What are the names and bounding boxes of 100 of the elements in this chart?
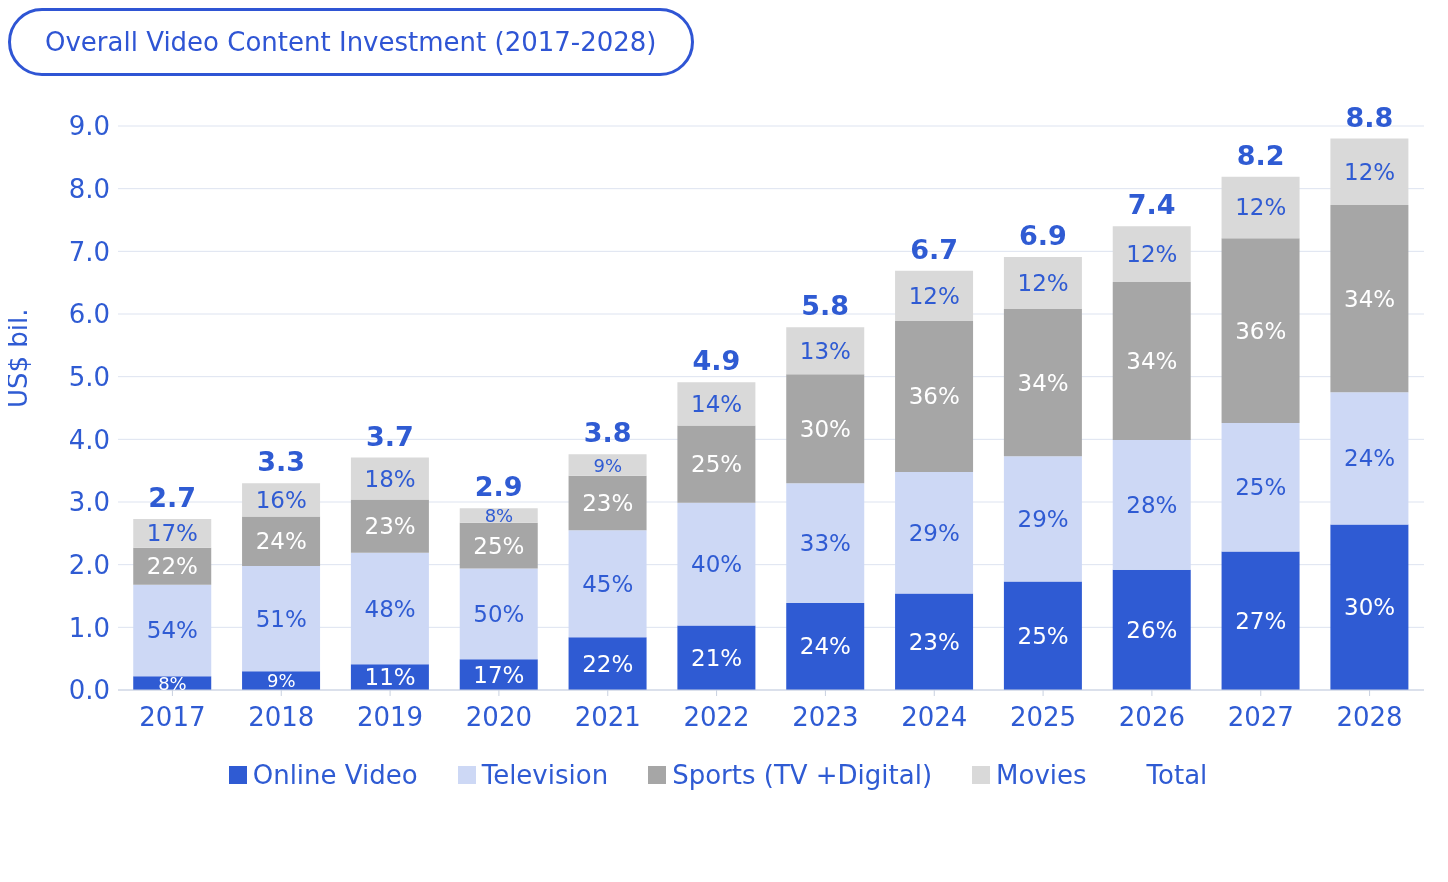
bar xyxy=(1003,456,1082,582)
total-label: 8.2 xyxy=(1236,139,1285,171)
total-label: 6.9 xyxy=(1018,219,1067,251)
annotation: 40% xyxy=(691,551,743,578)
legend-label: Movies xyxy=(996,760,1087,790)
y-tick-label: 6.0 xyxy=(68,299,110,330)
y-tick-label: 0.0 xyxy=(68,675,110,706)
annotation: 16% xyxy=(255,486,307,513)
bar xyxy=(677,425,756,503)
bar xyxy=(1112,439,1191,570)
annotation: 34% xyxy=(1126,348,1178,374)
bar xyxy=(1221,423,1300,552)
annotation: 12% xyxy=(1344,158,1396,185)
annotation: 34% xyxy=(1344,285,1396,312)
bar xyxy=(1330,138,1409,205)
annotation: 51% xyxy=(255,605,307,632)
legend-label: Television xyxy=(481,760,609,790)
annotation: 14% xyxy=(691,390,743,417)
bar xyxy=(568,454,647,476)
annotation: 17% xyxy=(473,661,525,688)
annotation: 36% xyxy=(1235,317,1287,344)
bar xyxy=(677,625,756,690)
y-tick-label: 2.0 xyxy=(68,549,110,580)
annotation: 25% xyxy=(473,532,525,559)
bar xyxy=(568,530,647,638)
bar xyxy=(895,471,974,594)
x-tick-label: 2024 xyxy=(901,702,968,733)
bar xyxy=(242,565,321,672)
annotation: 18% xyxy=(364,465,416,492)
bar xyxy=(568,637,647,690)
total-label: 3.7 xyxy=(365,420,414,452)
annotation: 25% xyxy=(691,451,743,478)
bar xyxy=(1330,524,1409,690)
annotation: 22% xyxy=(582,650,634,677)
annotation: 29% xyxy=(1017,505,1069,532)
annotation: 9% xyxy=(266,670,296,692)
total-label: 7.4 xyxy=(1127,189,1176,221)
y-tick-label: 4.0 xyxy=(68,424,110,455)
bar xyxy=(786,327,865,375)
annotation: 12% xyxy=(1235,194,1287,221)
annotation: 30% xyxy=(1344,594,1396,621)
annotation: 12% xyxy=(1126,241,1178,268)
bar xyxy=(459,568,538,660)
bar xyxy=(895,270,974,321)
total-label: 2.7 xyxy=(148,481,197,513)
x-tick-label: 2025 xyxy=(1010,702,1077,733)
annotation: 26% xyxy=(1126,616,1178,643)
bar xyxy=(1112,282,1191,440)
bar xyxy=(1221,176,1300,239)
total-label: 6.7 xyxy=(910,233,958,265)
annotation: 24% xyxy=(255,528,307,555)
annotation: 8% xyxy=(158,672,187,694)
annotation: 23% xyxy=(908,628,960,655)
bar xyxy=(1330,204,1409,393)
x-tick-label: 2020 xyxy=(465,702,532,733)
annotation: 30% xyxy=(799,415,851,442)
total-label: 3.8 xyxy=(583,417,632,449)
bar xyxy=(895,320,974,472)
annotation: 28% xyxy=(1126,491,1178,518)
annotation: 12% xyxy=(908,282,960,309)
y-tick-label: 3.0 xyxy=(68,487,110,518)
x-tick-label: 2023 xyxy=(792,702,859,733)
chart-title: Overall Video Content Investment (2017-2028) xyxy=(8,8,694,76)
annotation: 48% xyxy=(364,595,416,622)
bar xyxy=(677,382,756,426)
bar xyxy=(1221,551,1300,690)
total-label: 5.8 xyxy=(801,290,850,322)
annotation: 34% xyxy=(1017,369,1069,396)
x-tick-label: 2018 xyxy=(248,702,315,733)
x-tick-label: 2021 xyxy=(574,702,641,733)
y-axis-title: US$ bil. xyxy=(3,308,34,408)
legend-label: Sports (TV +Digital) xyxy=(672,760,933,790)
annotation: 33% xyxy=(799,530,851,557)
bar xyxy=(568,475,647,531)
bar xyxy=(677,502,756,626)
annotation: 25% xyxy=(1235,474,1287,501)
bar xyxy=(1003,581,1082,690)
bar xyxy=(133,584,212,677)
bar xyxy=(786,483,865,603)
y-tick-label: 8.0 xyxy=(68,173,110,204)
annotation: 12% xyxy=(1017,269,1069,296)
annotation: 29% xyxy=(908,519,960,546)
annotation: 21% xyxy=(691,644,743,671)
annotation: 24% xyxy=(1344,445,1396,472)
bar xyxy=(1003,308,1082,457)
annotation: 17% xyxy=(146,520,198,547)
annotation: 9% xyxy=(593,454,623,476)
annotation: 11% xyxy=(364,664,416,691)
annotation: 54% xyxy=(146,617,198,644)
annotation: 8% xyxy=(484,504,514,526)
annotation: 25% xyxy=(1017,622,1069,649)
annotation: 22% xyxy=(146,553,198,580)
annotation: 23% xyxy=(582,489,634,516)
total-label: 2.9 xyxy=(474,471,523,503)
total-label: 4.9 xyxy=(692,345,741,377)
total-label: 8.8 xyxy=(1345,101,1394,133)
bar xyxy=(786,374,865,484)
x-tick-label: 2028 xyxy=(1336,702,1403,733)
bar xyxy=(786,602,865,690)
annotation: 50% xyxy=(473,600,525,627)
